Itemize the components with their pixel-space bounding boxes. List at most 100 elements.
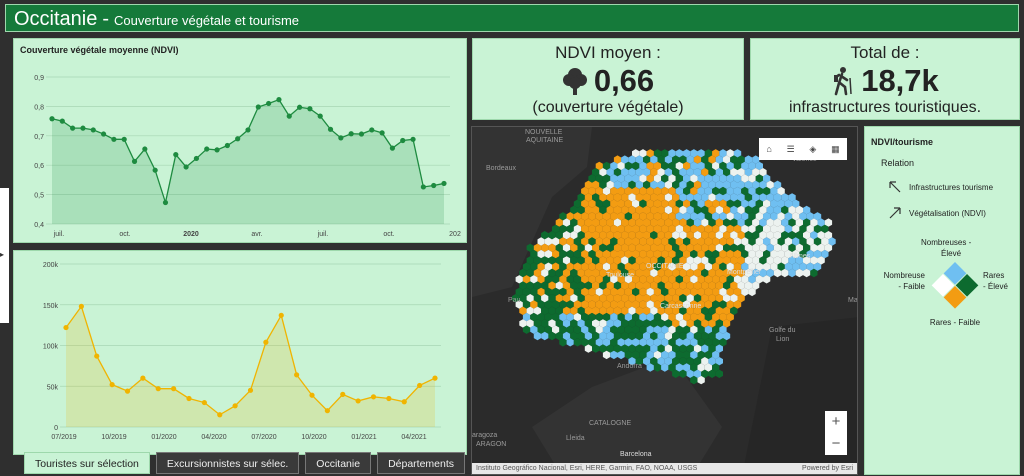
hex-cell (733, 161, 742, 171)
hex-cell (643, 306, 651, 315)
tourism-area-chart[interactable]: 200k 150k 100k 50k 0 07/2019 10/2019 01/2020 04/… (14, 251, 468, 456)
hex-cell (632, 224, 640, 234)
hex-cell (650, 218, 658, 227)
hex-cell (621, 331, 629, 341)
hex-cell (686, 218, 694, 227)
hex-cell (584, 344, 592, 353)
hex-cell (584, 193, 592, 202)
layers-icon[interactable]: ◈ (809, 143, 817, 154)
hex-cell (606, 281, 614, 290)
hex-cell (581, 338, 589, 347)
hex-cell (763, 212, 771, 221)
hex-cell (548, 319, 556, 328)
hex-cell (573, 275, 582, 284)
hex-cell (599, 306, 607, 315)
zoom-in-button[interactable]: + (831, 413, 841, 430)
hex-cell (777, 249, 785, 259)
hex-cell (617, 338, 625, 347)
hex-cell (661, 325, 669, 334)
hex-cell (541, 231, 549, 240)
y-tick-label: 0,7 (34, 134, 44, 141)
hex-cell (643, 344, 651, 353)
hex-cell (741, 199, 749, 208)
hex-cell (701, 294, 709, 303)
hex-cell (628, 331, 636, 341)
hex-cell (570, 331, 578, 341)
hex-cell (606, 344, 614, 353)
hexbin-map[interactable]: NOUVELLE AQUITAINE Bordeaux Valence Toul… (471, 126, 858, 475)
hex-cell (602, 338, 611, 347)
hex-cell (777, 186, 785, 196)
hex-cell (704, 338, 713, 347)
hex-cell (712, 161, 720, 171)
tab-departements[interactable]: Départements (377, 452, 466, 474)
hex-cell (744, 268, 753, 278)
hex-cell (704, 325, 713, 334)
hex-cell (646, 312, 654, 322)
hex-cell (795, 243, 803, 252)
list-icon[interactable]: ☰ (786, 143, 795, 154)
hex-cell (708, 256, 716, 265)
powered-by-esri[interactable]: Powered by Esri (802, 465, 853, 472)
hex-cell (737, 218, 745, 227)
hex-cell (748, 174, 756, 183)
expand-arrow-icon[interactable]: ▸ (0, 250, 5, 259)
hex-cell (704, 186, 713, 196)
hex-cell (635, 205, 643, 215)
data-point (389, 145, 396, 151)
hex-cell (683, 224, 691, 234)
hex-cell (584, 231, 592, 240)
hex-cell (653, 199, 662, 208)
arrow-up-left-icon (889, 181, 901, 193)
hex-cell (599, 218, 607, 227)
tab-touristes[interactable]: Touristes sur sélection (24, 452, 150, 474)
hex-cell (595, 249, 603, 259)
hex-cell (708, 218, 716, 227)
hex-cell (559, 224, 567, 234)
hex-cell (792, 224, 800, 234)
basemap-grid-icon[interactable]: ▦ (831, 143, 840, 154)
hex-cell (635, 331, 643, 341)
hex-cell (686, 231, 694, 240)
hex-cell (730, 231, 738, 240)
hex-cell (726, 186, 734, 196)
hex-cell (683, 262, 691, 271)
hex-cell (592, 193, 600, 202)
hex-cell (624, 350, 632, 360)
home-icon[interactable]: ⌂ (766, 144, 772, 154)
hex-cell (766, 256, 774, 265)
hex-cell (566, 212, 574, 221)
data-point (348, 131, 354, 137)
hex-cell (657, 306, 665, 315)
hex-cell (592, 306, 600, 315)
hex-cell (581, 212, 589, 221)
hex-cell (719, 149, 727, 158)
hex-cell (635, 231, 643, 240)
hex-cell (628, 319, 636, 328)
hex-cell (635, 155, 643, 164)
hex-cell (577, 294, 585, 303)
hex-cell (664, 294, 673, 303)
hex-cell (617, 174, 625, 183)
hex-cell (693, 155, 702, 164)
hex-cell (726, 161, 734, 171)
hex-cell (617, 300, 625, 309)
hex-cell (628, 306, 636, 315)
hex-cell (522, 275, 531, 284)
hex-cell (610, 350, 618, 360)
side-panel-toggle[interactable] (0, 188, 9, 323)
ndvi-line-chart[interactable]: 0,9 0,8 0,7 0,6 0,5 0,4 juil. oct. 2020 avr. juil.… (14, 39, 468, 244)
hex-cell (726, 249, 734, 259)
hex-cell (675, 262, 683, 271)
tab-occitanie[interactable]: Occitanie (305, 452, 372, 474)
hex-cell (664, 243, 673, 252)
tab-excursionnistes[interactable]: Excursionnistes sur sélec. (155, 452, 300, 474)
hex-cell (624, 325, 632, 334)
data-point (152, 167, 158, 173)
kpi-infra-card: Total de : 18,7k infrastructures tourist… (750, 38, 1020, 120)
hex-cell (755, 199, 763, 208)
hex-cell (712, 350, 720, 360)
zoom-out-button[interactable]: − (831, 435, 841, 452)
legend-title: NDVI/tourisme (871, 137, 934, 147)
hex-cell (661, 312, 669, 322)
